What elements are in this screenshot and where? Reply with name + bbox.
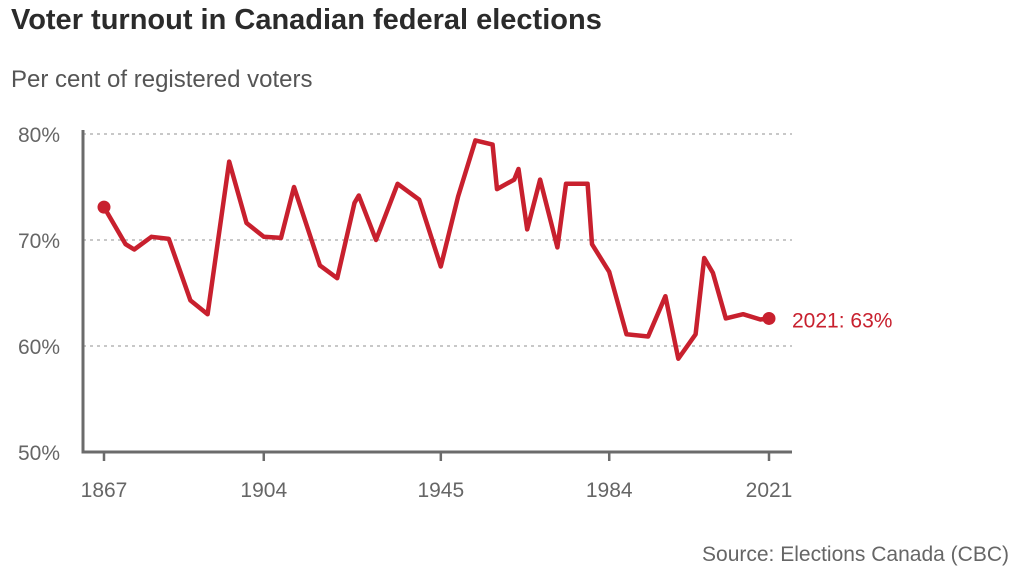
- axes: [81, 130, 792, 461]
- chart-subtitle: Per cent of registered voters: [11, 66, 313, 93]
- x-tick-label-1867: 1867: [81, 479, 128, 502]
- y-tick-label-60: 60%: [18, 336, 60, 359]
- chart-title: Voter turnout in Canadian federal electi…: [11, 4, 602, 36]
- x-tick-label-1904: 1904: [240, 479, 287, 502]
- x-tick-labels: 1867 1904 1945 1984 2021: [81, 479, 793, 502]
- x-tick-label-2021: 2021: [746, 479, 793, 502]
- y-tick-label-50: 50%: [18, 442, 60, 465]
- y-tick-label-80: 80%: [18, 124, 60, 147]
- markers: [97, 200, 776, 325]
- marker-2021: [762, 311, 776, 325]
- y-tick-label-70: 70%: [18, 230, 60, 253]
- x-tick-label-1984: 1984: [586, 479, 633, 502]
- y-tick-labels: 50% 60% 70% 80%: [18, 124, 60, 465]
- x-tick-label-1945: 1945: [417, 479, 464, 502]
- gridlines: [83, 133, 792, 347]
- marker-1867: [97, 200, 111, 214]
- series-line-0: [101, 138, 772, 361]
- source-note: Source: Elections Canada (CBC): [702, 543, 1009, 566]
- end-value-label: 2021: 63%: [792, 309, 892, 332]
- series-layer: [101, 138, 772, 361]
